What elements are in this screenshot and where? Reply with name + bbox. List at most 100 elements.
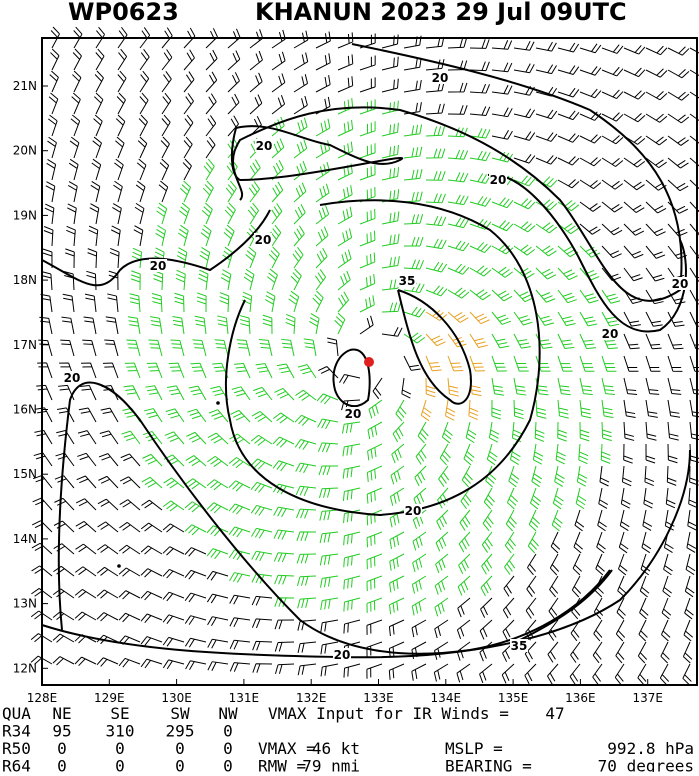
wind-barb (245, 246, 257, 269)
lon-label: 132E (296, 691, 327, 705)
wind-barb (293, 225, 305, 247)
lon-label: 130E (161, 691, 192, 705)
wind-barb (403, 236, 424, 247)
table-cell: 0 (175, 739, 185, 758)
wind-barb (579, 66, 602, 76)
wind-barb (172, 315, 185, 335)
wind-barb (135, 180, 146, 203)
wind-barb (229, 639, 251, 650)
wind-barb (49, 70, 59, 93)
wind-barb (87, 248, 98, 269)
wind-barb (194, 315, 207, 335)
wind-barb (524, 663, 537, 685)
wind-barb (535, 109, 558, 120)
wind-barb (183, 114, 194, 137)
table-cell: 0 (223, 722, 233, 741)
wind-barb (535, 245, 557, 257)
wind-barb (139, 92, 149, 115)
wind-barb (513, 289, 534, 303)
wind-barb (579, 377, 593, 396)
wind-barb (535, 41, 557, 52)
wind-barb (491, 220, 514, 232)
wind-barb (547, 663, 559, 685)
wind-barb (425, 103, 445, 115)
wind-barb (491, 355, 507, 372)
wind-barb (659, 663, 670, 686)
wind-barb (295, 389, 317, 401)
wind-barb (403, 259, 425, 270)
wind-barb (158, 180, 169, 203)
wind-barb (92, 136, 102, 159)
wind-barb (557, 377, 571, 396)
wind-barb (205, 115, 217, 137)
wind-barb (447, 194, 469, 206)
wind-barb (425, 126, 446, 137)
wind-barb (140, 568, 163, 578)
wind-barb (366, 465, 383, 482)
lat-label: 19N (13, 208, 37, 222)
wind-barb (320, 619, 339, 633)
wind-barb (425, 333, 446, 347)
wind-barb (447, 263, 470, 275)
wind-barb (667, 69, 690, 79)
wind-barb (592, 663, 603, 685)
wind-barb (76, 475, 97, 489)
wind-barb (645, 245, 666, 259)
wind-barb (140, 636, 163, 646)
wind-barb (491, 40, 513, 50)
wind-barb (163, 477, 185, 489)
wind-barb (547, 641, 559, 663)
wind-barb (601, 399, 614, 419)
wind-barb (389, 531, 405, 550)
contour-label: 20 (334, 648, 351, 662)
wind-barb (37, 362, 53, 379)
wind-barb (230, 409, 251, 423)
wind-barb (381, 327, 403, 337)
wind-barb (388, 619, 405, 637)
wind-barb (403, 214, 424, 225)
wind-barb (549, 575, 559, 598)
wind-barb (140, 545, 163, 555)
wind-barb (68, 158, 79, 181)
wind-barb (317, 442, 339, 453)
wind-barb (359, 121, 376, 137)
wind-barb (434, 641, 449, 660)
wind-barb (140, 613, 163, 624)
wind-barb (296, 553, 317, 564)
wind-barb (184, 501, 207, 513)
wind-barb (684, 597, 694, 620)
wind-barb (415, 443, 427, 465)
wind-barb (50, 26, 60, 49)
wind-barb (69, 136, 80, 159)
wind-barb (66, 225, 76, 247)
wind-barb (469, 355, 485, 372)
contour-label: 20 (405, 504, 422, 518)
wind-barb (91, 158, 102, 181)
wind-barb (616, 597, 626, 620)
wind-barb (665, 487, 676, 509)
wind-barb (491, 377, 505, 396)
wind-barb (318, 465, 339, 476)
table-cell: 0 (57, 757, 67, 773)
wind-barb (179, 180, 192, 203)
wind-barb (294, 439, 317, 450)
wind-barb (618, 531, 629, 554)
wind-barb (513, 198, 536, 210)
wind-barb (645, 68, 668, 78)
wind-barb (243, 268, 255, 291)
wind-barb (465, 421, 477, 444)
wind-barb (504, 553, 516, 575)
map-frame (41, 37, 698, 686)
wind-barb (239, 315, 251, 335)
wind-barb (381, 233, 400, 247)
contour-label-bg (489, 173, 507, 186)
wind-barb (535, 289, 556, 303)
wind-barb (488, 421, 500, 443)
wind-barb (469, 128, 491, 139)
wind-barb (491, 107, 513, 118)
wind-barb (535, 399, 547, 419)
wind-barb (249, 94, 263, 115)
wind-barb (619, 509, 630, 531)
wind-barb (469, 150, 491, 162)
wind-barb (127, 316, 141, 335)
